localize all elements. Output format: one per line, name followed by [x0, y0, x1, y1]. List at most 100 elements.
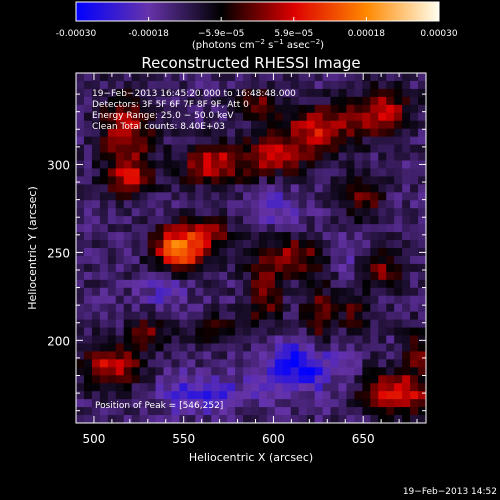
heatmap-cell	[76, 224, 85, 233]
heatmap-cell	[227, 200, 236, 209]
heatmap-cell	[131, 271, 141, 281]
heatmap-cell	[354, 287, 363, 297]
heatmap-cell	[386, 407, 395, 416]
heatmap-cell	[163, 152, 172, 161]
heatmap-cell	[378, 383, 387, 392]
heatmap-cell	[107, 216, 117, 225]
heatmap-cell	[139, 343, 149, 352]
heatmap-cell	[314, 391, 324, 400]
heatmap-cell	[322, 255, 332, 265]
heatmap-cell	[123, 80, 133, 90]
heatmap-cell	[227, 232, 236, 241]
heatmap-cell	[251, 327, 260, 336]
heatmap-cell	[211, 232, 220, 241]
heatmap-cell	[298, 391, 308, 400]
heatmap-cell	[91, 224, 101, 233]
heatmap-cell	[394, 208, 403, 217]
heatmap-cell	[235, 375, 244, 384]
heatmap-cell	[314, 359, 324, 368]
heatmap-cell	[322, 104, 332, 114]
heatmap-cell	[115, 224, 125, 233]
heatmap-cell	[362, 184, 371, 193]
heatmap-cell	[346, 232, 355, 241]
heatmap-cell	[394, 367, 403, 376]
heatmap-cell	[123, 375, 133, 384]
heatmap-cell	[235, 192, 244, 201]
heatmap-cell	[139, 192, 149, 201]
heatmap-cell	[251, 407, 260, 416]
heatmap-cell	[91, 80, 101, 90]
heatmap-cell	[251, 80, 260, 90]
heatmap-cell	[227, 271, 236, 281]
y-tick-label: 300	[47, 158, 70, 172]
heatmap-cell	[155, 335, 164, 344]
heatmap-cell	[123, 176, 133, 185]
heatmap-cell	[274, 168, 284, 177]
annotation-detectors: Detectors: 3F 5F 6F 7F 8F 9F, Att 0	[92, 100, 249, 110]
heatmap-cell	[290, 152, 300, 161]
heatmap-cell	[107, 192, 117, 201]
heatmap-cell	[370, 399, 379, 408]
heatmap-cell	[155, 383, 164, 392]
heatmap-cell	[386, 112, 395, 122]
heatmap-cell	[354, 216, 363, 225]
heatmap-cell	[314, 367, 324, 376]
heatmap-cell	[147, 104, 157, 114]
heatmap-cell	[83, 303, 93, 313]
heatmap-cell	[394, 224, 403, 233]
heatmap-cell	[386, 335, 395, 344]
heatmap-cell	[354, 351, 363, 360]
heatmap-cell	[163, 192, 172, 201]
heatmap-cell	[76, 407, 85, 416]
heatmap-cell	[203, 224, 212, 233]
heatmap-cell	[147, 359, 157, 368]
heatmap-cell	[322, 399, 332, 408]
heatmap-cell	[402, 200, 411, 209]
heatmap-cell	[139, 88, 149, 98]
heatmap-cell	[378, 415, 387, 424]
heatmap-cell	[163, 80, 172, 90]
heatmap-cell	[171, 96, 180, 106]
heatmap-cell	[306, 208, 316, 217]
heatmap-cell	[394, 248, 403, 257]
heatmap-cell	[139, 271, 149, 281]
heatmap-cell	[362, 112, 371, 122]
heatmap-cell	[386, 232, 395, 241]
heatmap-cell	[187, 248, 196, 257]
heatmap-cell	[362, 367, 371, 376]
heatmap-cell	[83, 80, 93, 90]
heatmap-cell	[258, 383, 268, 392]
heatmap-cell	[91, 295, 101, 305]
heatmap-cell	[147, 319, 157, 329]
heatmap-cell	[171, 200, 180, 209]
heatmap-cell	[131, 120, 141, 130]
heatmap-cell	[314, 248, 324, 257]
heatmap-cell	[107, 184, 117, 193]
heatmap-cell	[410, 176, 419, 185]
heatmap-cell	[282, 327, 292, 336]
heatmap-cell	[354, 208, 363, 217]
heatmap-cell	[235, 255, 244, 265]
heatmap-cell	[243, 319, 252, 329]
colorbar-tick-label: 5.9e−05	[274, 29, 313, 39]
heatmap-cell	[227, 295, 236, 305]
heatmap-cell	[298, 271, 308, 281]
heatmap-cell	[235, 407, 244, 416]
heatmap-cell	[306, 295, 316, 305]
heatmap-cell	[282, 73, 292, 82]
heatmap-cell	[251, 319, 260, 329]
heatmap-cell	[211, 335, 220, 344]
heatmap-cell	[171, 319, 180, 329]
heatmap-cell	[330, 383, 339, 392]
heatmap-cell	[378, 232, 387, 241]
heatmap-cell	[203, 128, 212, 138]
heatmap-cell	[203, 271, 212, 281]
heatmap-cell	[171, 279, 180, 289]
heatmap-cell	[298, 248, 308, 257]
heatmap-cell	[298, 415, 308, 424]
heatmap-cell	[330, 160, 339, 169]
heatmap-cell	[187, 383, 196, 392]
heatmap-cell	[378, 160, 387, 169]
heatmap-cell	[362, 295, 371, 305]
heatmap-cell	[418, 120, 427, 130]
